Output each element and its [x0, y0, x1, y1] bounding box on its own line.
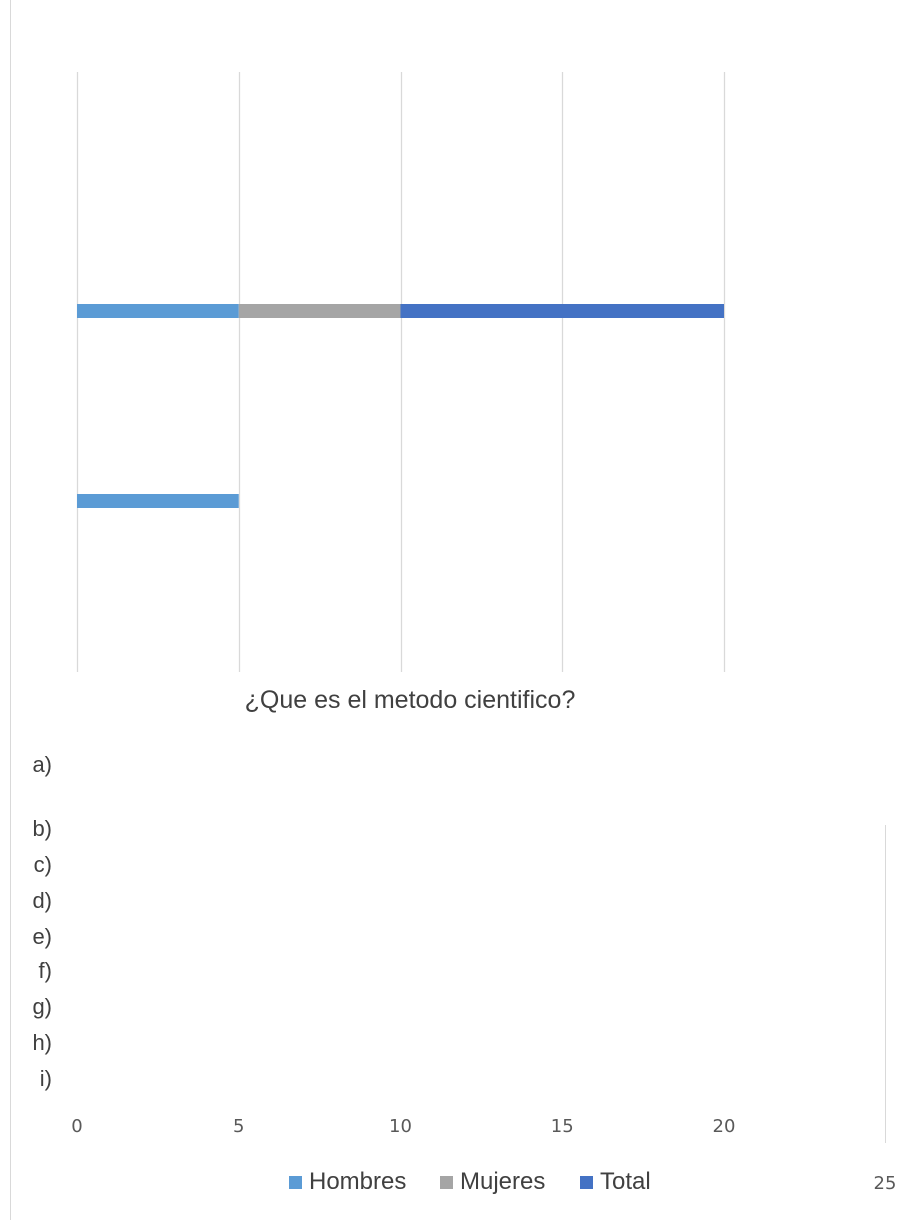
- legend: Hombres Mujeres Total: [0, 1168, 913, 1198]
- category-label: b): [32, 816, 52, 841]
- x-tick-label: 20: [712, 1116, 736, 1137]
- legend-item-mujeres: Mujeres: [440, 1168, 545, 1196]
- legend-label: Hombres: [309, 1168, 407, 1195]
- legend-label: Total: [600, 1168, 651, 1195]
- bar-2-hombres: [77, 494, 239, 508]
- x-tick-label: 10: [389, 1116, 412, 1137]
- bar-1-hombres: [77, 304, 239, 318]
- gridlines: [76, 72, 726, 672]
- category-label: h): [32, 1030, 52, 1055]
- category-label: c): [33, 852, 52, 877]
- category-label: d): [32, 888, 52, 913]
- category-label: a): [32, 752, 52, 777]
- category-label: e): [32, 924, 52, 949]
- legend-item-hombres: Hombres: [289, 1168, 406, 1196]
- bar-1-mujeres: [238, 304, 401, 318]
- bar-1-total: [400, 304, 724, 318]
- legend-item-total: Total: [580, 1168, 651, 1196]
- x-tick-label: 0: [71, 1116, 83, 1137]
- x-tick-label: 15: [550, 1116, 574, 1137]
- legend-swatch: [289, 1175, 302, 1189]
- category-label: f): [38, 958, 52, 983]
- bars: [77, 304, 724, 508]
- x-tick-label-extra: 25: [873, 1173, 897, 1194]
- legend-label: Mujeres: [460, 1168, 546, 1195]
- category-label: g): [32, 994, 52, 1019]
- category-label: i): [39, 1066, 52, 1091]
- x-tick-label: 5: [233, 1116, 245, 1137]
- chart-title: ¿Que es el metodo cientifico?: [244, 686, 576, 714]
- legend-swatch: [580, 1175, 593, 1189]
- legend-swatch: [440, 1175, 453, 1189]
